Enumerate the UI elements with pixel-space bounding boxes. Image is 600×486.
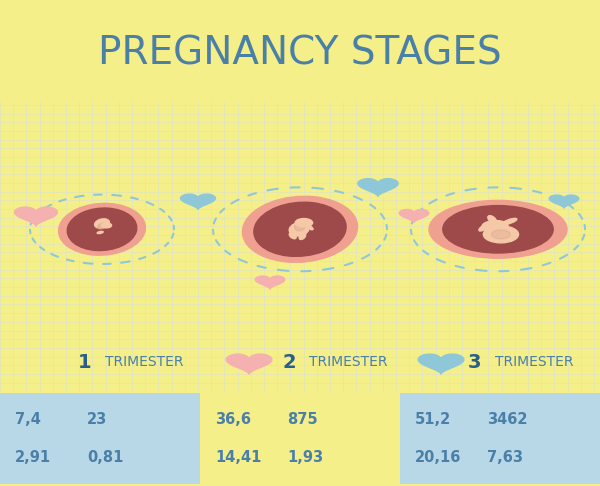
Text: 51,2: 51,2 (415, 412, 451, 427)
Polygon shape (14, 207, 58, 226)
Text: 14,41: 14,41 (215, 450, 262, 465)
Polygon shape (255, 276, 285, 289)
Ellipse shape (299, 233, 306, 240)
Ellipse shape (289, 233, 296, 239)
Ellipse shape (95, 219, 109, 228)
Ellipse shape (67, 208, 137, 251)
Ellipse shape (488, 216, 496, 223)
Ellipse shape (242, 196, 358, 262)
Polygon shape (399, 209, 429, 223)
Circle shape (101, 223, 112, 228)
FancyBboxPatch shape (200, 393, 400, 484)
Polygon shape (549, 195, 579, 208)
Polygon shape (226, 354, 272, 374)
Text: TRIMESTER: TRIMESTER (105, 355, 184, 369)
Text: 3462: 3462 (487, 412, 527, 427)
Ellipse shape (482, 221, 508, 232)
Ellipse shape (479, 225, 488, 231)
Text: 0,81: 0,81 (87, 450, 124, 465)
Text: 2,91: 2,91 (15, 450, 51, 465)
Text: 7,4: 7,4 (15, 412, 41, 427)
Circle shape (295, 219, 313, 227)
Text: 7,63: 7,63 (487, 450, 523, 465)
Text: 875: 875 (287, 412, 317, 427)
FancyBboxPatch shape (0, 393, 200, 484)
Ellipse shape (254, 202, 346, 256)
Ellipse shape (503, 218, 517, 225)
Ellipse shape (429, 200, 567, 258)
Ellipse shape (98, 223, 106, 229)
Ellipse shape (97, 231, 103, 234)
Text: 2: 2 (282, 353, 296, 372)
Polygon shape (181, 194, 215, 209)
Text: 3: 3 (468, 353, 482, 372)
Circle shape (491, 230, 511, 239)
Circle shape (484, 226, 518, 243)
Ellipse shape (295, 222, 305, 231)
Ellipse shape (304, 224, 313, 230)
Ellipse shape (289, 223, 309, 236)
FancyBboxPatch shape (400, 393, 600, 484)
Text: 1: 1 (78, 353, 92, 372)
Text: 23: 23 (87, 412, 107, 427)
Ellipse shape (59, 203, 145, 255)
Text: PREGNANCY STAGES: PREGNANCY STAGES (98, 34, 502, 72)
Polygon shape (418, 354, 464, 374)
Polygon shape (358, 179, 398, 196)
Text: TRIMESTER: TRIMESTER (309, 355, 388, 369)
Text: 36,6: 36,6 (215, 412, 251, 427)
Text: 20,16: 20,16 (415, 450, 461, 465)
Ellipse shape (443, 206, 553, 253)
Text: 1,93: 1,93 (287, 450, 323, 465)
Text: TRIMESTER: TRIMESTER (495, 355, 574, 369)
